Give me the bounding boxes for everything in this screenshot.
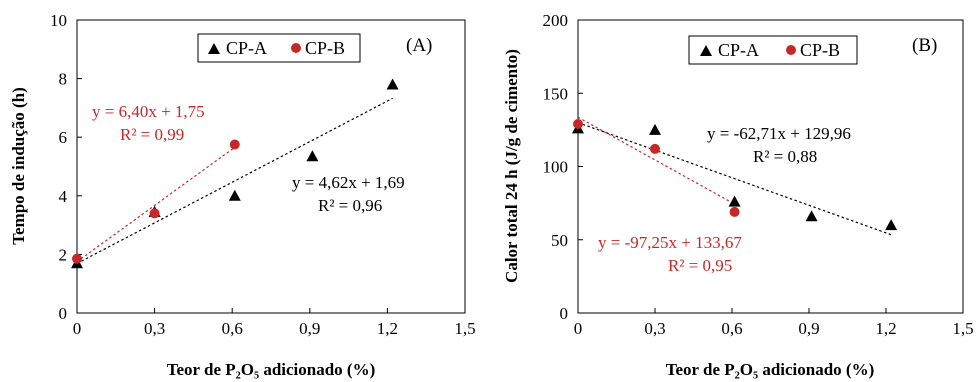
plot-area-frame	[76, 19, 466, 314]
x-tick-label: 0,3	[644, 319, 665, 338]
data-point-cp-a	[728, 195, 741, 207]
x-tick-label: 0,3	[144, 319, 165, 338]
y-axis-label: Calor total 24 h (J/g de cimento)	[502, 49, 521, 283]
equation-cp-b: y = -97,25x + 133,67	[598, 233, 742, 252]
data-point-cp-a	[306, 150, 319, 162]
x-axis-label: Teor de P₂O₅ adicionado (%)	[666, 360, 875, 379]
r2-cp-a: R² = 0,96	[318, 196, 382, 215]
y-tick-label: 150	[543, 84, 569, 103]
y-tick-label: 0	[59, 304, 68, 323]
data-point-cp-b	[729, 206, 740, 217]
data-point-cp-a	[228, 189, 241, 201]
y-tick-label: 8	[59, 70, 68, 89]
legend-marker-cp-b	[291, 43, 301, 53]
y-axis-label: Tempo de indução (h)	[9, 87, 28, 245]
trendlines	[577, 116, 892, 236]
y-axis-ticks: 0 2 4 6 8 10	[50, 11, 82, 323]
equation-cp-a: y = -62,71x + 129,96	[707, 124, 851, 143]
x-tick-label: 1,2	[875, 319, 896, 338]
y-tick-label: 10	[50, 11, 67, 30]
x-tick-label: 1,5	[952, 319, 973, 338]
equation-cp-b: y = 6,40x + 1,75	[92, 102, 205, 121]
legend-label-cp-b: CP-B	[800, 40, 840, 60]
data-point-cp-b	[650, 143, 660, 154]
x-tick-label: 1,2	[377, 319, 398, 338]
x-tick-label: 0,9	[798, 319, 819, 338]
equation-cp-a: y = 4,62x + 1,69	[292, 173, 405, 192]
r2-cp-a: R² = 0,88	[753, 147, 817, 166]
data-markers	[71, 78, 399, 269]
trendlines	[76, 97, 393, 265]
y-tick-label: 200	[543, 11, 569, 30]
y-tick-label: 50	[551, 231, 568, 250]
x-tick-label: 0,9	[299, 319, 320, 338]
data-markers	[572, 119, 898, 231]
data-point-cp-b	[72, 253, 82, 264]
legend-box	[688, 35, 858, 65]
data-point-cp-b	[229, 139, 240, 150]
y-axis-ticks: 0 50 100 150 200	[543, 11, 583, 323]
legend-marker-cp-b	[786, 45, 796, 55]
data-point-cp-b	[573, 119, 583, 130]
x-axis-ticks: 0 0,3 0,6 0,9 1,2 1,5	[574, 308, 974, 338]
legend-marker-cp-a	[208, 43, 220, 54]
legend: CP-A CP-B	[688, 35, 858, 65]
trendline-cp-a	[76, 97, 393, 265]
data-point-cp-b	[149, 208, 160, 219]
y-tick-label: 0	[560, 304, 569, 323]
x-tick-label: 0,6	[721, 319, 742, 338]
legend-label-cp-a: CP-A	[718, 40, 759, 60]
r2-cp-b: R² = 0,99	[120, 125, 184, 144]
data-point-cp-a	[386, 78, 399, 90]
r2-cp-b: R² = 0,95	[668, 256, 732, 275]
y-tick-label: 6	[59, 128, 68, 147]
chart-panel-a: 0 0,3 0,6 0,9 1,2 1,5 0 2 4 6 8 10 Teor de P₂O₅ ad…	[9, 11, 476, 379]
legend-label-cp-a: CP-A	[226, 38, 267, 58]
panel-label: (B)	[912, 35, 937, 56]
x-tick-label: 1,5	[454, 319, 475, 338]
x-tick-label: 0	[73, 319, 82, 338]
data-point-cp-a	[805, 210, 818, 222]
trendline-cp-a	[577, 122, 892, 236]
y-tick-label: 2	[59, 245, 68, 264]
legend-marker-cp-a	[700, 45, 712, 56]
data-point-cp-a	[649, 123, 661, 135]
x-axis-label: Teor de P₂O₅ adicionado (%)	[167, 360, 376, 379]
x-axis-ticks: 0 0,3 0,6 0,9 1,2 1,5	[73, 308, 476, 338]
legend: CP-A CP-B	[197, 33, 361, 63]
trendline-cp-b	[76, 146, 236, 263]
panel-label: (A)	[406, 35, 432, 56]
legend-box	[197, 33, 361, 63]
y-tick-label: 100	[543, 158, 569, 177]
x-tick-label: 0	[574, 319, 583, 338]
data-point-cp-a	[885, 219, 898, 231]
legend-label-cp-b: CP-B	[305, 38, 345, 58]
x-tick-label: 0,6	[222, 319, 243, 338]
chart-panel-b: 0 0,3 0,6 0,9 1,2 1,5 0 50 100 150 200 Teor de P₂…	[502, 11, 974, 379]
y-tick-label: 4	[59, 187, 68, 206]
